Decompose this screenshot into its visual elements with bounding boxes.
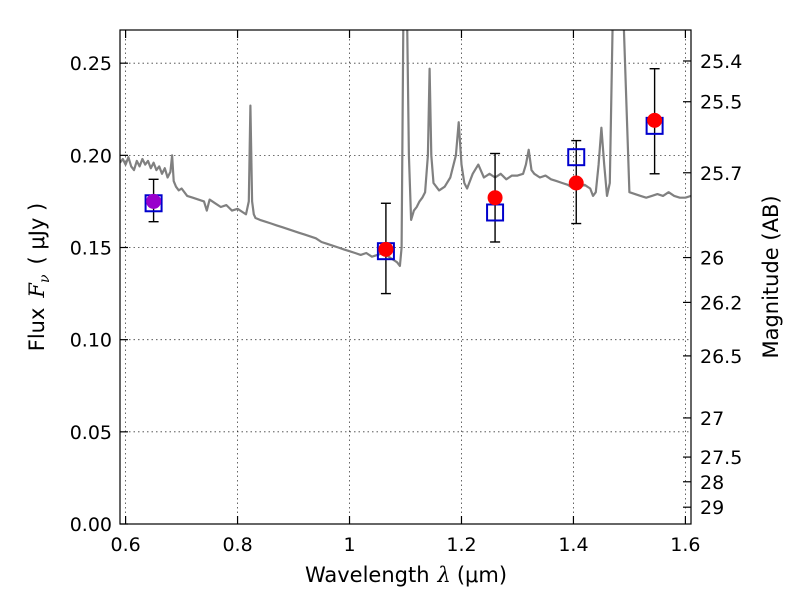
y2-tick-label: 27.5 (700, 447, 742, 469)
observed-photometry-series (146, 112, 663, 257)
x-tick-label: 0.8 (222, 534, 252, 556)
observed-photometry-point (568, 175, 584, 191)
y2-tick-label: 28 (700, 472, 724, 494)
y2-tick-label: 27 (700, 408, 724, 430)
y2-tick-label: 26.2 (700, 292, 742, 314)
tick-labels: 0.6 0.8 1 1.2 1.4 1.6 0.00 0.05 0.10 0.15 0.20 0.25… (70, 51, 743, 556)
y-tick-label: 0.05 (70, 422, 112, 444)
y-axis-flux-symbol: F (25, 282, 49, 299)
x-tick-label: 0.6 (110, 534, 140, 556)
spectrum-line (120, 30, 691, 267)
observed-photometry-point (487, 190, 503, 206)
y2-tick-label: 29 (700, 497, 724, 519)
x-tick-label: 1 (343, 534, 355, 556)
x-axis-unit: (μm) (457, 563, 507, 587)
y-axis-title-text: Flux (25, 308, 49, 352)
x-tick-label: 1.4 (558, 534, 588, 556)
y-tick-label: 0.00 (70, 514, 112, 536)
y-tick-label: 0.25 (70, 53, 112, 75)
x-axis-lambda-symbol: λ (437, 563, 451, 587)
model-photometry-square (567, 148, 586, 167)
y2-tick-label: 26.5 (700, 346, 742, 368)
observed-photometry-point (647, 112, 663, 128)
x-tick-label: 1.6 (670, 534, 700, 556)
y2-tick-label: 26 (700, 248, 724, 270)
axes (119, 29, 692, 525)
y-axis-unit: ( μJy ) (25, 203, 49, 265)
observed-photometry-point (146, 193, 162, 209)
y-tick-label: 0.20 (70, 145, 112, 167)
y-tick-label: 0.15 (70, 238, 112, 260)
plot-frame (119, 29, 692, 525)
y2-tick-label: 25.7 (700, 163, 742, 185)
spectrum-series (120, 30, 691, 267)
x-axis-title-text: Wavelength (305, 563, 430, 587)
x-tick-label: 1.2 (446, 534, 476, 556)
y2-axis-title: Magnitude (AB) (759, 195, 783, 358)
y-tick-label: 0.10 (70, 330, 112, 352)
y-axis-title: Flux Fν ( μJy ) (25, 203, 53, 351)
y2-tick-label: 25.5 (700, 92, 742, 114)
y-axis-nu-subscript: ν (37, 274, 53, 283)
observed-photometry-point (378, 241, 394, 257)
x-axis-title: Wavelength λ (μm) (305, 563, 507, 587)
y2-tick-label: 25.4 (700, 51, 742, 73)
